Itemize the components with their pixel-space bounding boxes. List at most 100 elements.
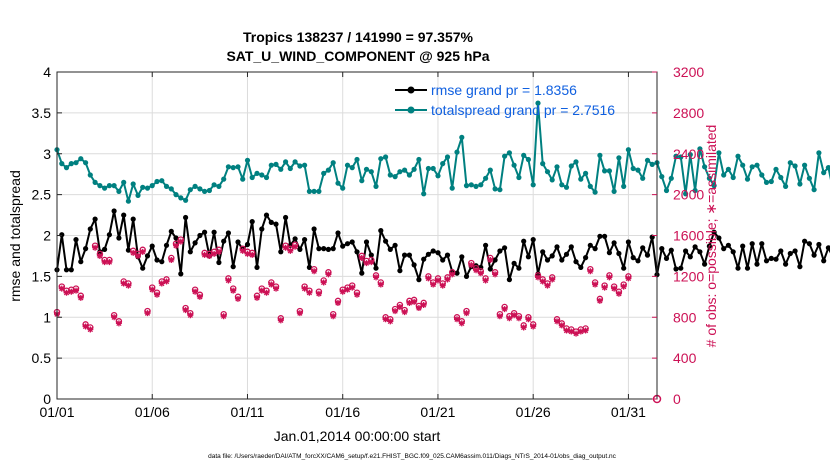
rmse-point <box>516 265 522 271</box>
rmse-point <box>368 252 374 258</box>
rmse-point <box>768 255 774 261</box>
rmse-point <box>587 242 593 248</box>
rmse-point <box>335 230 341 236</box>
rmse-point <box>825 245 830 251</box>
totalspread-point <box>63 165 70 171</box>
obs-assimilated-point <box>220 313 227 320</box>
obs-assimilated-point <box>539 278 546 285</box>
y2-tick-label: 0 <box>673 391 681 407</box>
x-axis-label: Jan.01,2014 00:00:00 start <box>274 428 441 444</box>
rmse-point <box>783 261 789 267</box>
rmse-point <box>397 268 403 274</box>
totalspread-point <box>621 183 627 189</box>
rmse-point <box>140 265 146 271</box>
obs-assimilated-point <box>149 286 156 293</box>
rmse-point <box>544 257 551 263</box>
totalspread-point <box>492 186 498 192</box>
totalspread-point <box>349 165 355 171</box>
x-tick-label: 01/21 <box>420 404 455 420</box>
totalspread-point <box>116 188 122 194</box>
obs-assimilated-point <box>358 254 365 261</box>
totalspread-point <box>740 162 746 168</box>
rmse-point <box>330 246 336 252</box>
rmse-point <box>373 265 379 271</box>
totalspread-line <box>56 102 830 203</box>
obs-assimilated-point <box>573 330 580 337</box>
totalspread-point <box>502 153 508 159</box>
obs-assimilated-point <box>87 326 94 333</box>
totalspread-point <box>673 153 679 159</box>
totalspread-point <box>592 189 598 195</box>
rmse-point <box>297 246 303 252</box>
rmse-point <box>416 277 422 283</box>
totalspread-point <box>549 177 555 183</box>
totalspread-point <box>516 174 522 181</box>
rmse-point <box>254 264 260 270</box>
legend-label-totalspread: totalspread grand pr = 2.7516 <box>431 102 615 118</box>
totalspread-point <box>578 176 584 182</box>
totalspread-point <box>478 182 484 188</box>
obs-assimilated-point <box>354 291 360 298</box>
rmse-point <box>87 226 93 232</box>
obs-assimilated-point <box>468 262 475 269</box>
obs-assimilated-point <box>330 313 337 320</box>
obs-assimilated-point <box>268 281 275 288</box>
totalspread-point <box>649 161 655 167</box>
rmse-point <box>483 242 489 248</box>
rmse-point <box>540 249 546 255</box>
obs-assimilated-point <box>234 295 241 302</box>
rmse-point <box>259 226 265 232</box>
x-tick-label: 01/26 <box>516 404 551 420</box>
totalspread-point <box>659 174 665 180</box>
rmse-point <box>425 251 431 257</box>
rmse-point <box>640 245 646 251</box>
rmse-point <box>778 248 784 254</box>
legend-marker-totalspread <box>407 106 415 114</box>
rmse-point <box>759 241 765 247</box>
rmse-point <box>611 240 617 246</box>
totalspread-point <box>611 188 617 194</box>
totalspread-point <box>373 183 379 189</box>
totalspread-point <box>235 164 241 170</box>
rmse-point <box>630 255 636 261</box>
rmse-point <box>421 256 427 262</box>
rmse-point <box>159 259 165 265</box>
totalspread-point <box>268 162 274 168</box>
legend-marker-rmse <box>407 86 415 94</box>
x-tick-label: 01/11 <box>230 404 264 420</box>
obs-assimilated-point <box>311 268 318 275</box>
obs-assimilated-point <box>506 315 513 322</box>
totalspread-point <box>140 184 146 190</box>
totalspread-point <box>87 172 93 178</box>
totalspread-point <box>511 162 517 168</box>
rmse-point <box>221 238 227 244</box>
totalspread-point <box>806 175 813 181</box>
rmse-point <box>797 264 803 270</box>
y-tick-label: 2.5 <box>32 187 52 203</box>
obs-assimilated-point <box>215 248 222 255</box>
rmse-point <box>216 259 222 266</box>
rmse-point <box>154 257 160 263</box>
x-tick-label: 01/01 <box>39 404 74 420</box>
obs-assimilated-point <box>568 328 575 335</box>
rmse-point <box>659 246 665 252</box>
rmse-point <box>363 239 370 245</box>
totalspread-point <box>249 174 255 181</box>
obs-assimilated-point <box>596 297 603 304</box>
rmse-point <box>92 216 98 222</box>
totalspread-point <box>554 164 560 170</box>
obs-assimilated-point <box>258 287 265 294</box>
rmse-point <box>602 233 608 239</box>
obs-assimilated-point <box>549 276 556 283</box>
y2-tick-label: 1600 <box>673 228 704 244</box>
obs-assimilated-point <box>73 287 80 294</box>
totalspread-point <box>421 191 427 197</box>
totalspread-point <box>783 183 789 189</box>
totalspread-point <box>154 178 160 185</box>
rmse-point <box>554 244 560 250</box>
totalspread-point <box>430 165 436 172</box>
obs-assimilated-point <box>530 323 537 330</box>
totalspread-point <box>773 166 779 172</box>
obs-assimilated-point <box>520 324 527 331</box>
obs-assimilated-point <box>82 323 89 330</box>
